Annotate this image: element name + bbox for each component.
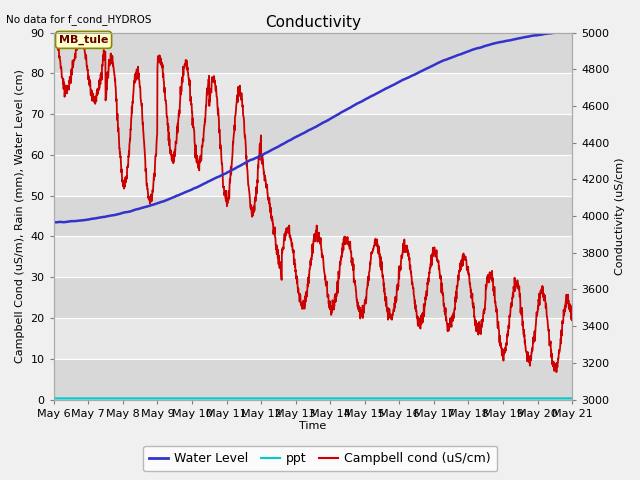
Bar (54, 33, 572, 73)
Bar (54, 237, 572, 277)
Text: MB_tule: MB_tule (59, 35, 108, 45)
Legend: Water Level, ppt, Campbell cond (uS/cm): Water Level, ppt, Campbell cond (uS/cm) (143, 446, 497, 471)
Bar (54, 196, 572, 237)
Bar (54, 277, 572, 318)
Text: No data for f_cond_HYDROS: No data for f_cond_HYDROS (6, 14, 152, 25)
X-axis label: Time: Time (300, 421, 326, 432)
Bar (54, 114, 572, 155)
Bar (54, 73, 572, 114)
Title: Conductivity: Conductivity (265, 15, 361, 30)
Bar (54, 359, 572, 399)
Y-axis label: Conductivity (uS/cm): Conductivity (uS/cm) (615, 157, 625, 275)
Y-axis label: Campbell Cond (uS/m), Rain (mm), Water Level (cm): Campbell Cond (uS/m), Rain (mm), Water L… (15, 69, 25, 363)
Bar (54, 318, 572, 359)
Bar (54, 155, 572, 196)
